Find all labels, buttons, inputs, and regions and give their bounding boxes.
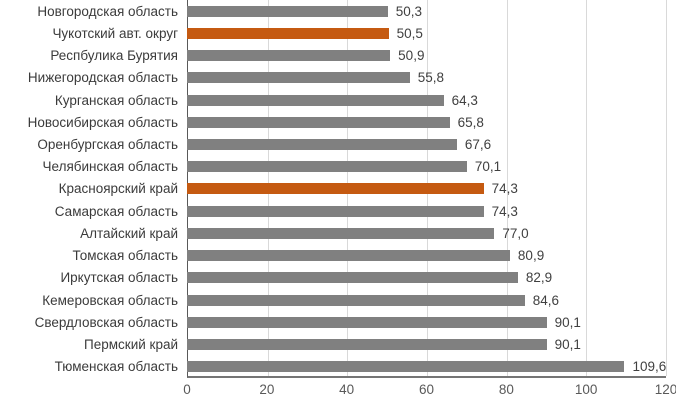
bar-row: Челябинская область 70,1 [0,156,666,178]
value-label: 74,3 [491,181,518,197]
category-label: Тюменская область [54,359,178,375]
bar[interactable] [187,294,525,306]
value-label: 64,3 [451,92,478,108]
bar-row: Самарская область 74,3 [0,200,666,222]
bar-row: Новосибирская область 65,8 [0,111,666,133]
category-label: Челябинская область [42,159,178,175]
gridline [506,0,508,376]
bar-track: 50,9 [187,44,666,66]
bar-row: Пермский край 90,1 [0,334,666,356]
bar-track: 90,1 [187,334,666,356]
bar-track: 80,9 [187,245,666,267]
value-label: 65,8 [457,114,484,130]
bar-row: Алтайский край 77,0 [0,222,666,244]
bar[interactable] [187,116,450,128]
category-label: Нижегородская область [27,70,178,86]
bar-track: 109,6 [187,356,666,378]
value-label: 82,9 [525,270,553,286]
bar[interactable] [187,227,495,239]
bar-track: 77,0 [187,222,666,244]
bar-track: 50,5 [187,22,666,44]
bar[interactable] [187,94,444,106]
bar[interactable] [187,27,389,39]
bar-row: Свердловская область 90,1 [0,311,666,333]
category-label: Кемеровская область [42,292,178,308]
bar-row: Кемеровская область 84,6 [0,289,666,311]
bar[interactable] [187,250,510,262]
value-label: 50,3 [395,3,423,19]
bar-track: 55,8 [187,67,666,89]
bar[interactable] [187,316,547,328]
category-label: Иркутская область [60,270,178,286]
bar[interactable] [187,139,457,151]
value-label: 80,9 [517,248,545,264]
bar[interactable] [187,72,410,84]
bar-track: 74,3 [187,178,666,200]
x-tick-label: 100 [574,382,598,397]
value-label: 84,6 [532,292,559,308]
bar-track: 64,3 [187,89,666,111]
category-label: Самарская область [54,203,178,219]
bar-row: Красноярский край 74,3 [0,178,666,200]
bar-track: 67,6 [187,133,666,155]
bar-rows: Новгородская область 50,3 Чукотский авт. о… [0,0,667,378]
x-tick-label: 120 [654,382,676,397]
bar[interactable] [187,183,484,195]
bar-track: 84,6 [187,289,666,311]
bar[interactable] [187,50,391,62]
x-tick-label: 60 [418,382,435,397]
bar[interactable] [187,161,467,173]
value-label: 90,1 [554,337,581,353]
x-tick-label: 40 [339,382,355,397]
value-label: 50,5 [396,25,423,41]
bar-track: 90,1 [187,311,666,333]
bar-row: Чукотский авт. округ 50,5 [0,22,666,44]
category-label: Красноярский край [58,181,178,197]
value-label: 50,9 [398,48,425,64]
bar-row: Респбулика Бурятия 50,9 [0,44,666,66]
bar-track: 65,8 [187,111,666,133]
bar-track: 82,9 [187,267,666,289]
bar-track: 50,3 [187,0,666,22]
bar[interactable] [187,272,518,284]
bar-row: Нижегородская область 55,8 [0,67,666,89]
gridline [586,0,588,376]
bar-row: Тюменская область 109,6 [0,356,667,378]
category-label: Пермский край [84,337,178,353]
category-label: Курганская область [54,92,178,108]
bar-track: 74,3 [187,200,666,222]
bar-row: Оренбургская область 67,6 [0,133,666,155]
x-tick-label: 80 [498,382,514,397]
category-label: Алтайский край [80,225,178,241]
value-label: 67,6 [464,137,492,153]
value-label: 55,8 [417,70,445,86]
category-label: Новгородская область [37,3,178,19]
category-label: Респбулика Бурятия [50,48,178,64]
bar[interactable] [187,205,484,217]
value-label: 70,1 [474,159,502,175]
bar-row: Иркутская область 82,9 [0,267,666,289]
value-label: 77,0 [502,225,529,241]
x-axis-ticks: 0 20 40 60 80 100 120 [183,378,676,400]
category-label: Новосибирская область [27,114,178,130]
x-tick-label: 0 [183,382,191,397]
category-label: Чукотский авт. округ [52,25,178,41]
category-label: Оренбургская область [37,137,178,153]
x-tick-label: 20 [259,382,275,397]
value-label: 90,1 [554,314,581,330]
bar-row: Томская область 80,9 [0,245,666,267]
bar[interactable] [187,339,547,351]
gridline [666,0,667,376]
bar[interactable] [187,5,388,17]
bar[interactable] [187,361,625,373]
bar-track: 70,1 [187,156,666,178]
bar-row: Новгородская область 50,3 [0,0,666,22]
bar-row: Курганская область 64,3 [0,89,666,111]
value-label: 109,6 [632,359,667,375]
value-label: 74,3 [491,203,518,219]
category-label: Свердловская область [34,314,178,330]
category-label: Томская область [72,248,179,264]
